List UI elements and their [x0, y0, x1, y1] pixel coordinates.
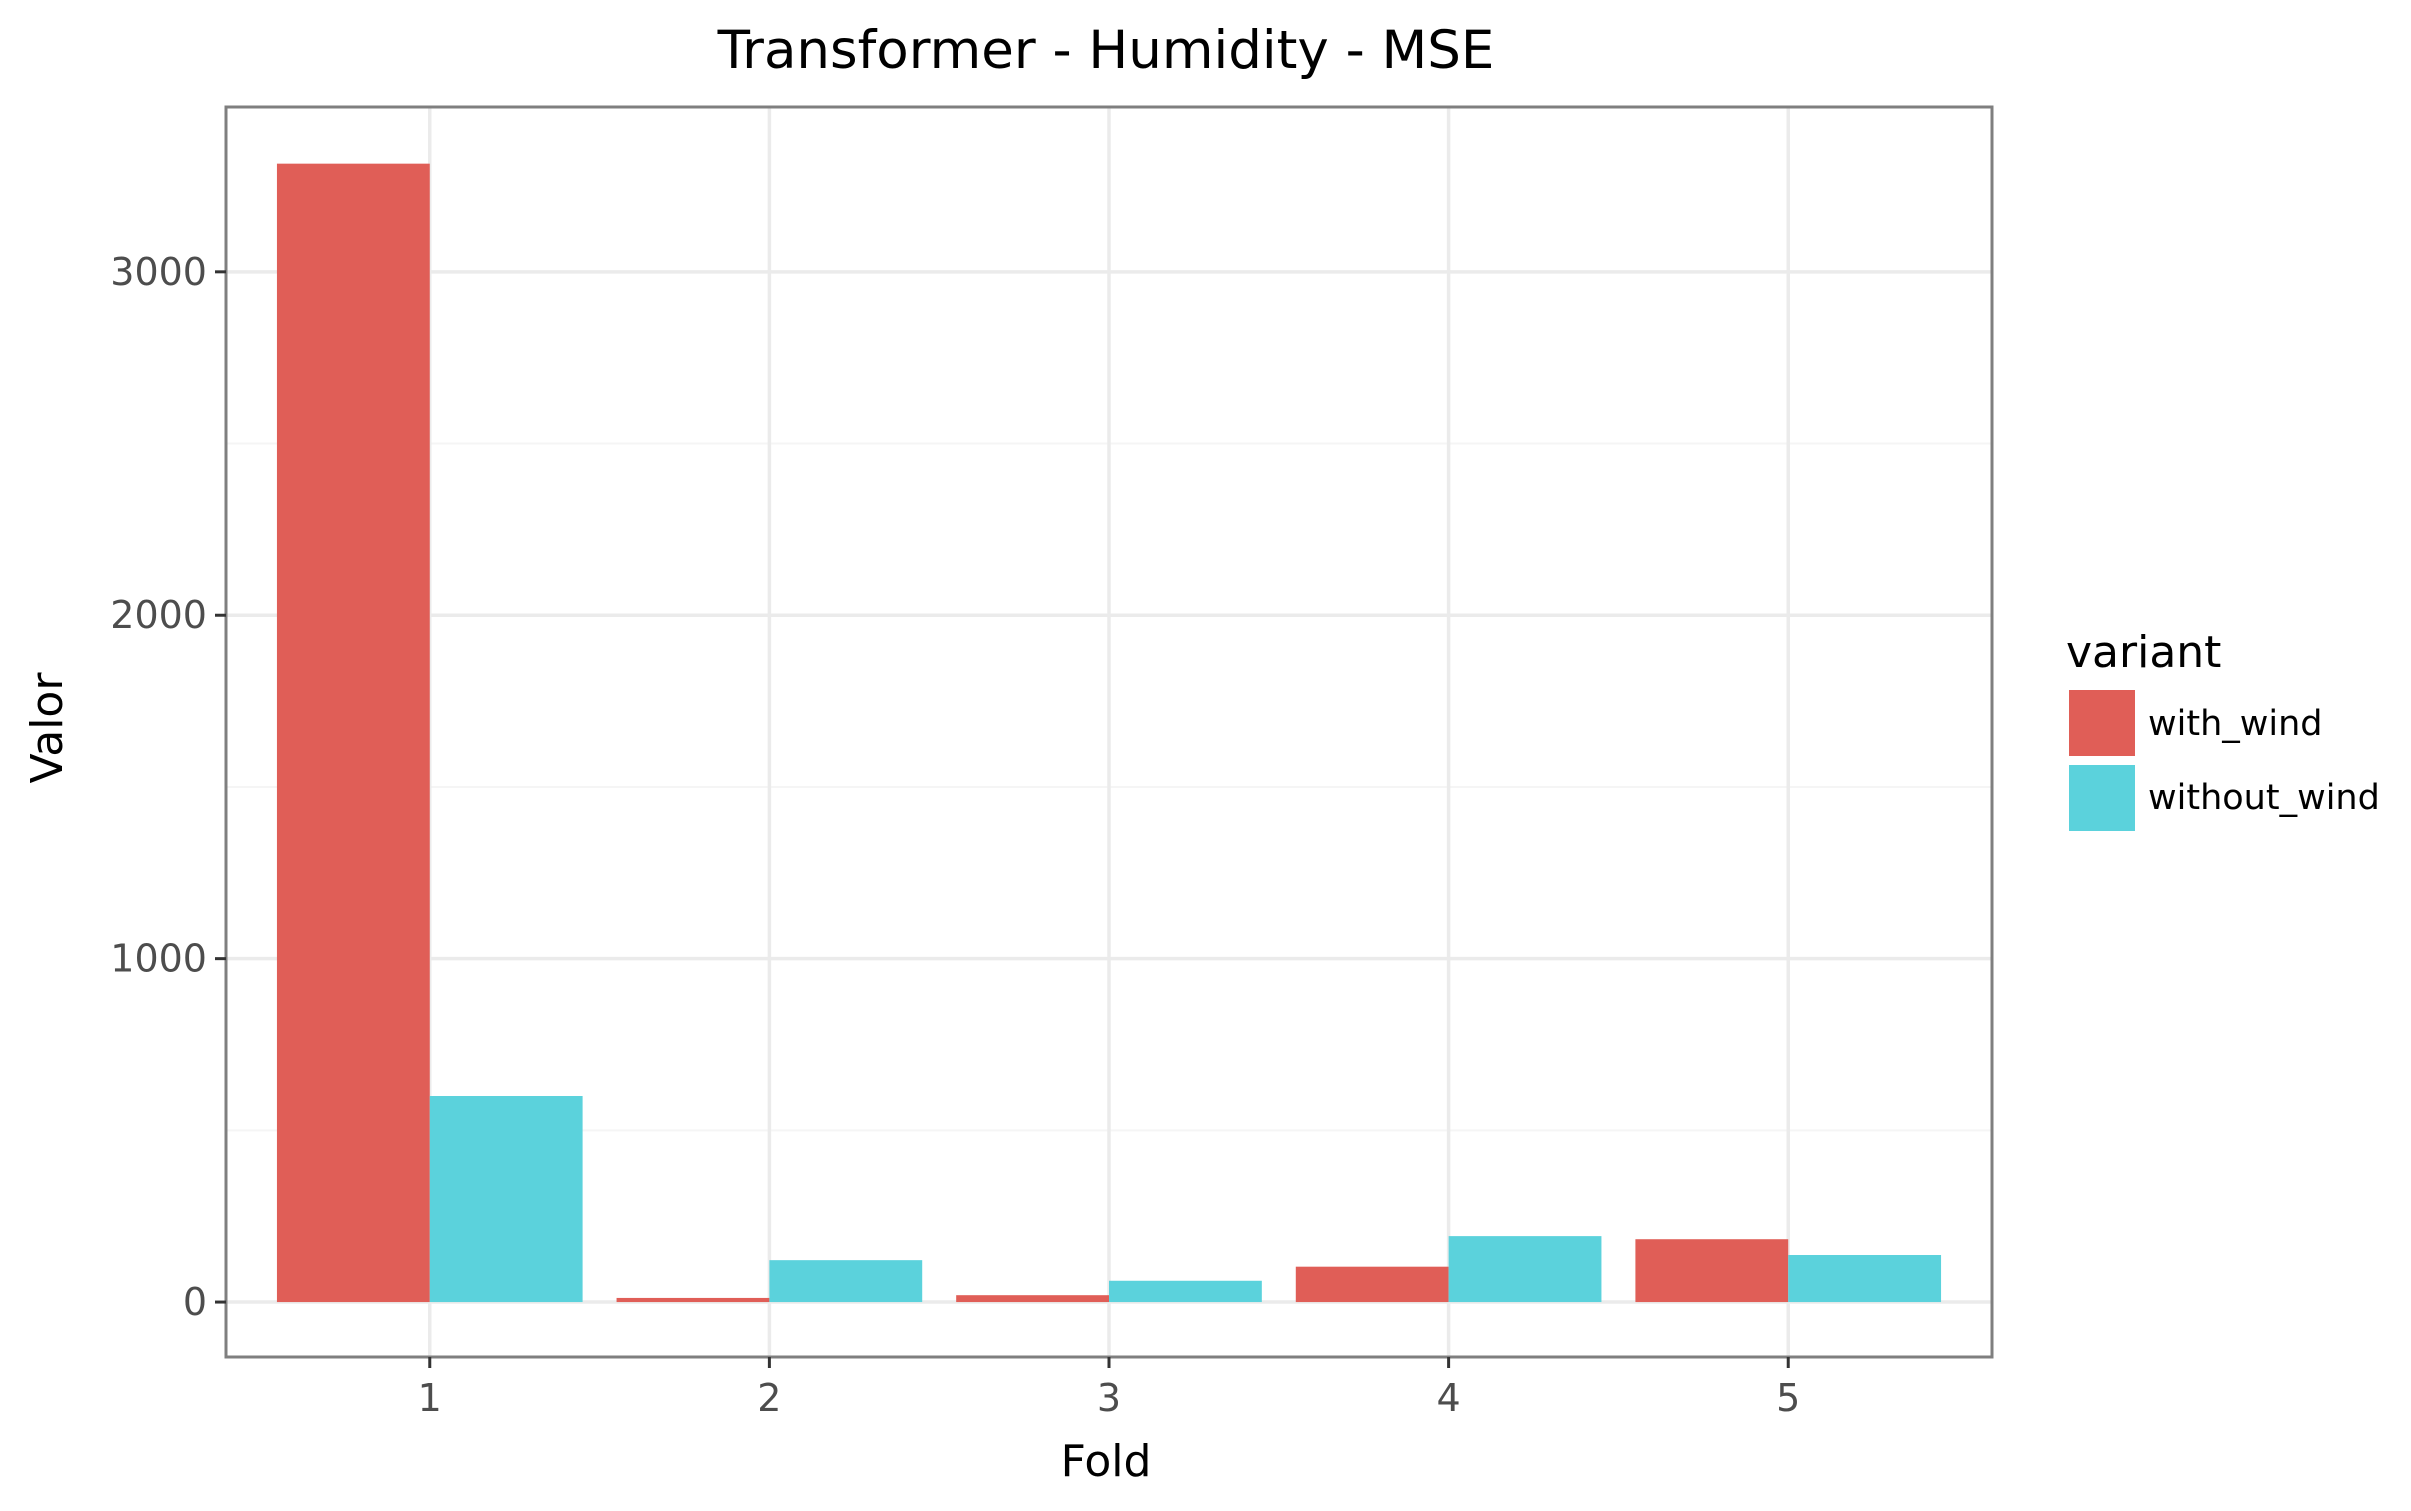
- bar-without_wind-fold-5: [1788, 1255, 1942, 1303]
- y-tick-label: 3000: [110, 250, 207, 294]
- y-tick-label: 0: [183, 1280, 207, 1324]
- bar-without_wind-fold-3: [1109, 1280, 1262, 1303]
- y-tick-label: 2000: [110, 593, 207, 637]
- legend-label-without-wind: without_wind: [2148, 778, 2380, 818]
- y-axis-ticks: 0 1000 2000 3000: [110, 250, 226, 1324]
- x-tick-label: 5: [1776, 1376, 1800, 1420]
- bar-with_wind-fold-3: [956, 1295, 1109, 1303]
- y-axis-title: Valor: [22, 672, 73, 784]
- x-tick-label: 3: [1097, 1376, 1121, 1420]
- legend-key-with-wind: [2069, 690, 2135, 756]
- legend: variant with_wind without_wind: [2066, 627, 2380, 831]
- x-axis-ticks: 1 2 3 4 5: [418, 1357, 1800, 1420]
- x-tick-label: 4: [1437, 1376, 1461, 1420]
- x-tick-label: 2: [757, 1376, 781, 1420]
- bar-without_wind-fold-4: [1448, 1236, 1602, 1303]
- legend-title: variant: [2066, 627, 2221, 678]
- bar-with_wind-fold-4: [1295, 1266, 1449, 1303]
- bar-without_wind-fold-1: [429, 1096, 583, 1303]
- bar-with_wind-fold-2: [616, 1297, 770, 1303]
- x-tick-label: 1: [418, 1376, 442, 1420]
- chart-title: Transformer - Humidity - MSE: [717, 20, 1495, 81]
- legend-label-with-wind: with_wind: [2148, 704, 2323, 744]
- bar-with_wind-fold-5: [1635, 1239, 1789, 1303]
- legend-key-without-wind: [2069, 765, 2135, 831]
- y-tick-label: 1000: [110, 937, 207, 981]
- x-axis-title: Fold: [1061, 1436, 1152, 1487]
- bar-with_wind-fold-1: [276, 163, 430, 1303]
- bars: [276, 163, 1942, 1303]
- bar-without_wind-fold-2: [769, 1260, 923, 1303]
